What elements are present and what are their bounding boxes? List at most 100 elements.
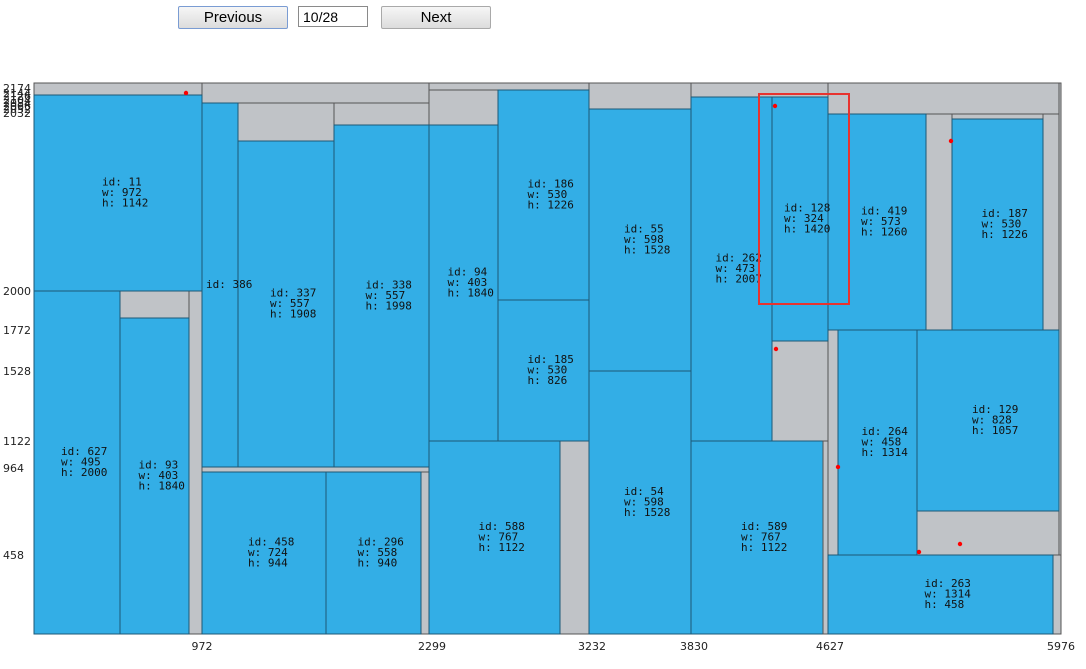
corner-point <box>957 541 963 547</box>
piece-589[interactable] <box>690 440 824 635</box>
piece-386[interactable] <box>201 102 239 468</box>
piece-label-line: w: 573 <box>861 215 901 228</box>
x-tick-label: 2299 <box>418 640 446 653</box>
piece-label-264: id: 264 w: 458 h: 1314 <box>862 425 909 459</box>
corner-point <box>948 138 954 144</box>
piece-label-129: id: 129 w: 828 h: 1057 <box>972 403 1018 437</box>
piece-label-line: w: 767 <box>741 531 781 544</box>
piece-458[interactable] <box>201 471 327 635</box>
piece-label-line: id: 187 <box>982 207 1028 220</box>
piece-419[interactable] <box>827 113 927 331</box>
piece-label-line: h: 1528 <box>624 244 670 257</box>
piece-185[interactable] <box>497 299 590 442</box>
waste-area <box>201 82 430 104</box>
piece-128[interactable] <box>771 96 829 342</box>
piece-label-line: id: 185 <box>528 353 574 366</box>
y-tick-label: 2052 <box>3 103 31 116</box>
y-tick-label: 2032 <box>3 107 31 120</box>
piece-label-line: h: 1057 <box>972 424 1018 437</box>
piece-label-128: id: 128 w: 324 h: 1420 <box>784 202 830 236</box>
waste-area <box>925 113 953 331</box>
piece-187[interactable] <box>951 118 1044 331</box>
piece-label-458: id: 458 w: 724 h: 944 <box>248 536 294 570</box>
piece-label-line: id: 296 <box>358 536 404 549</box>
piece-label-line: id: 129 <box>972 403 1018 416</box>
piece-label-line: h: 1260 <box>861 226 907 239</box>
piece-label-line: w: 828 <box>972 414 1012 427</box>
waste-area <box>916 510 1060 556</box>
piece-129[interactable] <box>916 329 1060 512</box>
piece-11[interactable] <box>33 94 203 292</box>
piece-label-line: h: 1122 <box>479 541 525 554</box>
y-axis-ticks: 2000 1772 1528 1122 964 458 2174 2144 21… <box>3 82 31 562</box>
piece-label-line: h: 1998 <box>366 300 412 313</box>
piece-label-line: h: 1226 <box>528 199 574 212</box>
piece-label-line: id: 337 <box>270 287 316 300</box>
piece-label-line: h: 940 <box>358 557 398 570</box>
piece-94[interactable] <box>428 124 499 442</box>
piece-label-line: id: 262 <box>716 252 762 265</box>
page-number-input[interactable] <box>298 6 368 27</box>
piece-338[interactable] <box>333 124 430 468</box>
piece-label-line: id: 263 <box>925 577 971 590</box>
piece-label-line: id: 11 <box>102 176 142 189</box>
piece-186[interactable] <box>497 89 590 301</box>
piece-label-line: id: 627 <box>61 445 107 458</box>
waste-area <box>1042 113 1060 331</box>
piece-label-419: id: 419 w: 573 h: 1260 <box>861 205 907 239</box>
piece-label-line: h: 1840 <box>448 287 494 300</box>
piece-label-93: id: 93 w: 403 h: 1840 <box>139 459 185 493</box>
y-tick-label: 2174 <box>3 82 31 95</box>
piece-296[interactable] <box>325 471 422 635</box>
y-tick-label: 458 <box>3 549 24 562</box>
x-tick-label: 3830 <box>680 640 708 653</box>
x-tick-label: 5976 <box>1047 640 1075 653</box>
y-tick-label: 2066 <box>3 100 31 113</box>
piece-588[interactable] <box>428 440 561 635</box>
piece-263[interactable] <box>827 554 1054 635</box>
waste-area <box>237 102 335 142</box>
piece-label-line: w: 473 <box>716 262 756 275</box>
piece-label-line: id: 264 <box>862 425 909 438</box>
piece-label-187: id: 187 w: 530 h: 1226 <box>982 207 1028 241</box>
piece-label-line: w: 403 <box>139 469 179 482</box>
piece-label-line: h: 1314 <box>862 446 909 459</box>
piece-label-line: h: 2000 <box>61 466 107 479</box>
piece-label-line: id: 419 <box>861 205 907 218</box>
waste-area <box>33 82 203 96</box>
x-tick-label: 3232 <box>578 640 606 653</box>
piece-label-line: id: 386 <box>206 278 252 291</box>
piece-93[interactable] <box>119 317 190 635</box>
piece-label-line: h: 1122 <box>741 541 787 554</box>
piece-55[interactable] <box>588 108 692 372</box>
piece-label-line: w: 558 <box>358 546 398 559</box>
piece-label-line: w: 458 <box>862 436 902 449</box>
piece-label-line: id: 128 <box>784 202 830 215</box>
waste-area <box>588 82 692 110</box>
next-button[interactable]: Next <box>381 6 491 29</box>
waste-area <box>119 290 190 319</box>
piece-label-55: id: 55 w: 598 h: 1528 <box>624 223 670 257</box>
piece-label-line: w: 724 <box>248 546 288 559</box>
selection-highlight <box>758 93 850 305</box>
piece-label-296: id: 296 w: 558 h: 940 <box>358 536 404 570</box>
x-tick-label: 972 <box>192 640 213 653</box>
x-tick-label: 4627 <box>816 640 844 653</box>
piece-label-line: h: 2007 <box>716 273 762 286</box>
piece-label-589: id: 589 w: 767 h: 1122 <box>741 520 787 554</box>
y-tick-label: 2144 <box>3 87 31 100</box>
y-tick-label: 2084 <box>3 97 31 110</box>
piece-label-line: h: 1420 <box>784 223 830 236</box>
corner-points <box>183 90 963 555</box>
piece-627[interactable] <box>33 290 121 635</box>
waste-area <box>822 440 829 635</box>
waste-area <box>1052 554 1062 635</box>
piece-label-line: id: 338 <box>366 279 412 292</box>
waste-area <box>428 82 590 91</box>
piece-label-line: w: 598 <box>624 233 664 246</box>
piece-337[interactable] <box>237 140 335 468</box>
y-tick-label: 964 <box>3 462 24 475</box>
x-axis-ticks: 972 2299 3232 3830 4627 5976 <box>192 640 1076 653</box>
piece-264[interactable] <box>837 329 918 556</box>
previous-button[interactable]: Previous <box>178 6 288 29</box>
